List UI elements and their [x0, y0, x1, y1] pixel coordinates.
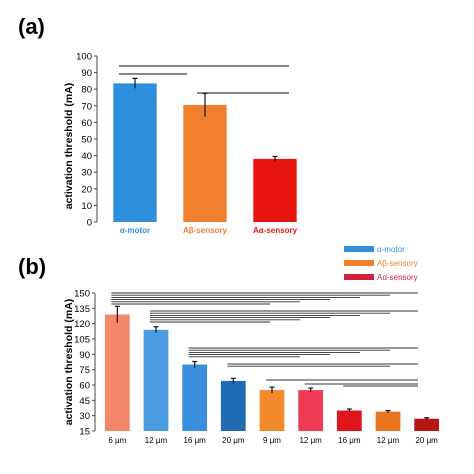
y-axis-b: 15 30 45 60 75 90 105 120 135 150 — [74, 289, 96, 438]
y-tick-label: 80 — [81, 85, 92, 96]
y-axis-title-b: activation threshold (mA) — [63, 299, 75, 426]
category-label: 6 μm — [108, 436, 126, 445]
category-label: Aβ-sensory — [183, 226, 228, 235]
y-axis-title-a: activation threshold (mA) — [63, 83, 75, 210]
category-labels-a: α-motor Aβ-sensory Aα-sensory — [120, 226, 298, 235]
y-tick-label: 70 — [81, 101, 92, 112]
bar — [259, 390, 285, 431]
legend-label: Aα-sensory — [377, 273, 418, 282]
y-tick-label: 100 — [76, 52, 92, 63]
y-tick-label: 30 — [81, 168, 92, 179]
y-tick-label: 90 — [79, 350, 90, 361]
bar — [414, 418, 440, 431]
bar — [183, 104, 227, 222]
category-label: 9 μm — [263, 436, 281, 445]
y-tick-label: 0 — [87, 218, 92, 229]
y-tick-label: 45 — [79, 396, 90, 407]
y-tick-label: 20 — [81, 184, 92, 195]
y-tick-label: 10 — [81, 201, 92, 212]
bar — [104, 314, 130, 431]
legend-swatch — [344, 260, 374, 266]
category-label: 16 μm — [338, 436, 361, 445]
category-label: 20 μm — [415, 436, 438, 445]
y-tick-label: 135 — [74, 304, 90, 315]
category-label: 12 μm — [377, 436, 400, 445]
bar — [298, 390, 324, 431]
bar — [182, 364, 208, 431]
panel-a: (a) activation threshold (mA) 0 10 20 30 40 5… — [18, 14, 298, 235]
category-label: 12 μm — [145, 436, 168, 445]
y-axis-a: 0 10 20 30 40 50 60 70 80 90 100 — [76, 52, 98, 229]
panel-b: (b) activation threshold (mA) α-motor Aβ-… — [18, 245, 440, 445]
category-label: 16 μm — [183, 436, 206, 445]
y-tick-label: 40 — [81, 151, 92, 162]
category-labels-b: 6 μm 12 μm 16 μm 20 μm 9 μm 12 μm 16 μm 12 μm 20… — [108, 436, 438, 445]
category-label: α-motor — [120, 226, 150, 235]
significance-lines-a — [119, 65, 289, 94]
legend-swatch — [344, 274, 374, 280]
y-tick-label: 60 — [81, 118, 92, 129]
y-tick-label: 75 — [79, 365, 90, 376]
y-tick-label: 50 — [81, 135, 92, 146]
category-label: 12 μm — [299, 436, 322, 445]
y-tick-label: 105 — [74, 335, 90, 346]
category-label: 20 μm — [222, 436, 245, 445]
y-tick-label: 120 — [74, 319, 90, 330]
category-label: Aα-sensory — [253, 226, 298, 235]
panel-label-a: (a) — [18, 14, 45, 39]
y-tick-label: 15 — [79, 427, 90, 438]
legend-label: Aβ-sensory — [377, 259, 418, 268]
y-tick-label: 90 — [81, 68, 92, 79]
legend-label: α-motor — [377, 245, 405, 254]
y-tick-label: 60 — [79, 381, 90, 392]
bar — [220, 380, 246, 431]
bar — [253, 158, 297, 222]
y-tick-label: 150 — [74, 289, 90, 300]
y-tick-label: 30 — [79, 411, 90, 422]
bar — [375, 411, 401, 431]
bars-b — [104, 305, 440, 431]
bar — [113, 83, 157, 222]
significance-lines-b — [111, 292, 418, 387]
panel-label-b: (b) — [18, 254, 46, 279]
legend-swatch — [344, 246, 374, 252]
bars-a — [113, 77, 297, 222]
legend-b: α-motor Aβ-sensory Aα-sensory — [344, 245, 418, 282]
bar — [143, 329, 169, 431]
bar — [336, 410, 362, 431]
